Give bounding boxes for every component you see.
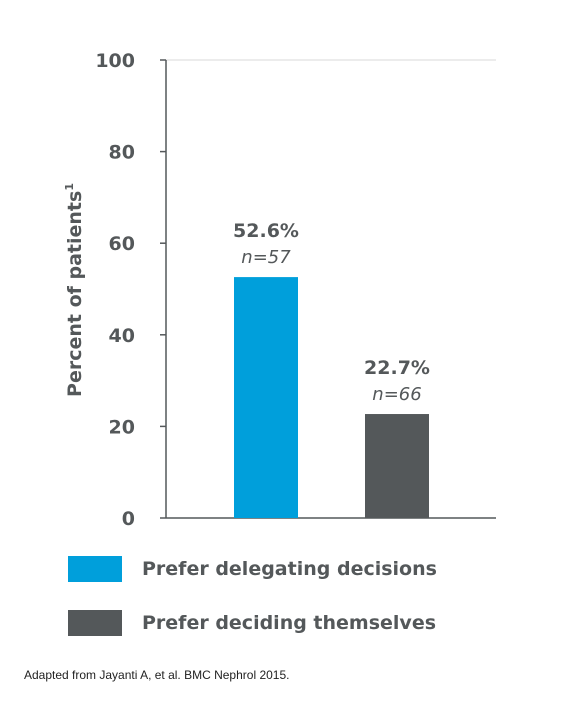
y-axis-label-superscript: 1 bbox=[63, 183, 76, 191]
legend-swatch-deciding bbox=[68, 610, 122, 636]
legend-label-delegating: Prefer delegating decisions bbox=[142, 558, 437, 580]
y-axis: 0 20 40 60 80 100 bbox=[95, 50, 496, 530]
bar-chart: 0 20 40 60 80 100 52.6% n=57 22.7% n=66 Percent … bbox=[63, 50, 496, 530]
y-tick-label: 20 bbox=[109, 416, 135, 438]
legend-label-deciding: Prefer deciding themselves bbox=[142, 612, 437, 634]
bar-labels: 52.6% n=57 22.7% n=66 bbox=[233, 220, 430, 405]
legend-item-delegating: Prefer delegating decisions bbox=[68, 556, 437, 582]
bars bbox=[234, 277, 429, 518]
bar-1 bbox=[234, 277, 298, 518]
y-tick-label: 0 bbox=[122, 508, 135, 530]
bar-n-label: n=66 bbox=[372, 384, 421, 405]
bar-value-label: 22.7% bbox=[364, 357, 430, 379]
y-tick-label: 40 bbox=[109, 325, 135, 347]
legend-swatch-delegating bbox=[68, 556, 122, 582]
bar-n-label: n=57 bbox=[241, 247, 291, 268]
legend-item-deciding: Prefer deciding themselves bbox=[68, 610, 436, 636]
bar-2 bbox=[365, 414, 429, 518]
bar-value-label: 52.6% bbox=[233, 220, 299, 242]
y-tick-label: 60 bbox=[109, 233, 135, 255]
y-axis-label: Percent of patients1 bbox=[63, 183, 86, 397]
y-tick-label: 80 bbox=[109, 142, 135, 164]
y-tick-label: 100 bbox=[95, 50, 135, 72]
source-citation: Adapted from Jayanti A, et al. BMC Nephr… bbox=[24, 668, 290, 682]
y-axis-label-text: Percent of patients bbox=[64, 191, 86, 397]
